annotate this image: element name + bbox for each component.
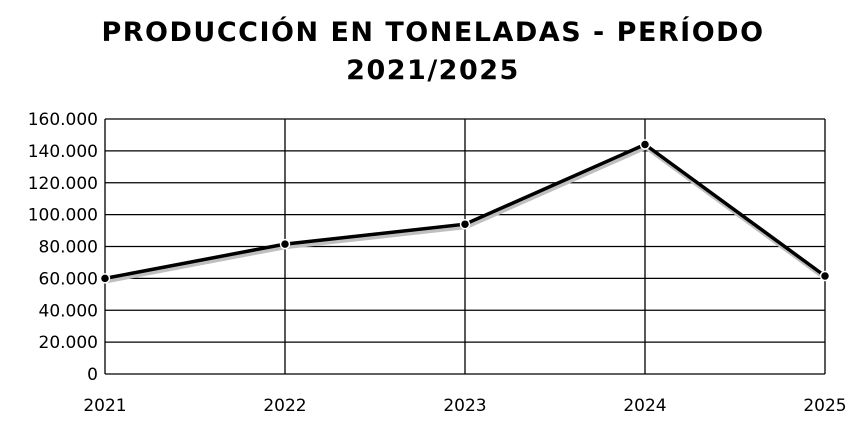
chart-title: PRODUCCIÓN EN TONELADAS - PERÍODO 2021/2… bbox=[0, 14, 866, 90]
y-tick-label: 60.000 bbox=[39, 269, 98, 289]
x-tick-label: 2024 bbox=[623, 396, 666, 416]
chart-title-line-1: PRODUCCIÓN EN TONELADAS - PERÍODO bbox=[101, 17, 765, 48]
data-point bbox=[819, 270, 831, 282]
data-point bbox=[639, 139, 651, 150]
x-tick-label: 2025 bbox=[803, 396, 846, 416]
y-tick-label: 40.000 bbox=[39, 301, 98, 321]
y-tick-label: 80.000 bbox=[39, 238, 98, 258]
y-tick-label: 20.000 bbox=[39, 333, 98, 353]
data-point bbox=[459, 218, 471, 230]
y-tick-label: 0 bbox=[87, 365, 98, 385]
x-tick-label: 2022 bbox=[263, 396, 306, 416]
chart-title-line-2: 2021/2025 bbox=[346, 55, 520, 86]
y-tick-label: 160.000 bbox=[28, 110, 98, 130]
y-tick-label: 100.000 bbox=[28, 206, 98, 226]
x-tick-label: 2021 bbox=[83, 396, 126, 416]
y-tick-label: 140.000 bbox=[28, 142, 98, 162]
x-tick-label: 2023 bbox=[443, 396, 486, 416]
data-point bbox=[279, 238, 291, 250]
y-tick-label: 120.000 bbox=[28, 174, 98, 194]
data-point bbox=[99, 273, 111, 284]
